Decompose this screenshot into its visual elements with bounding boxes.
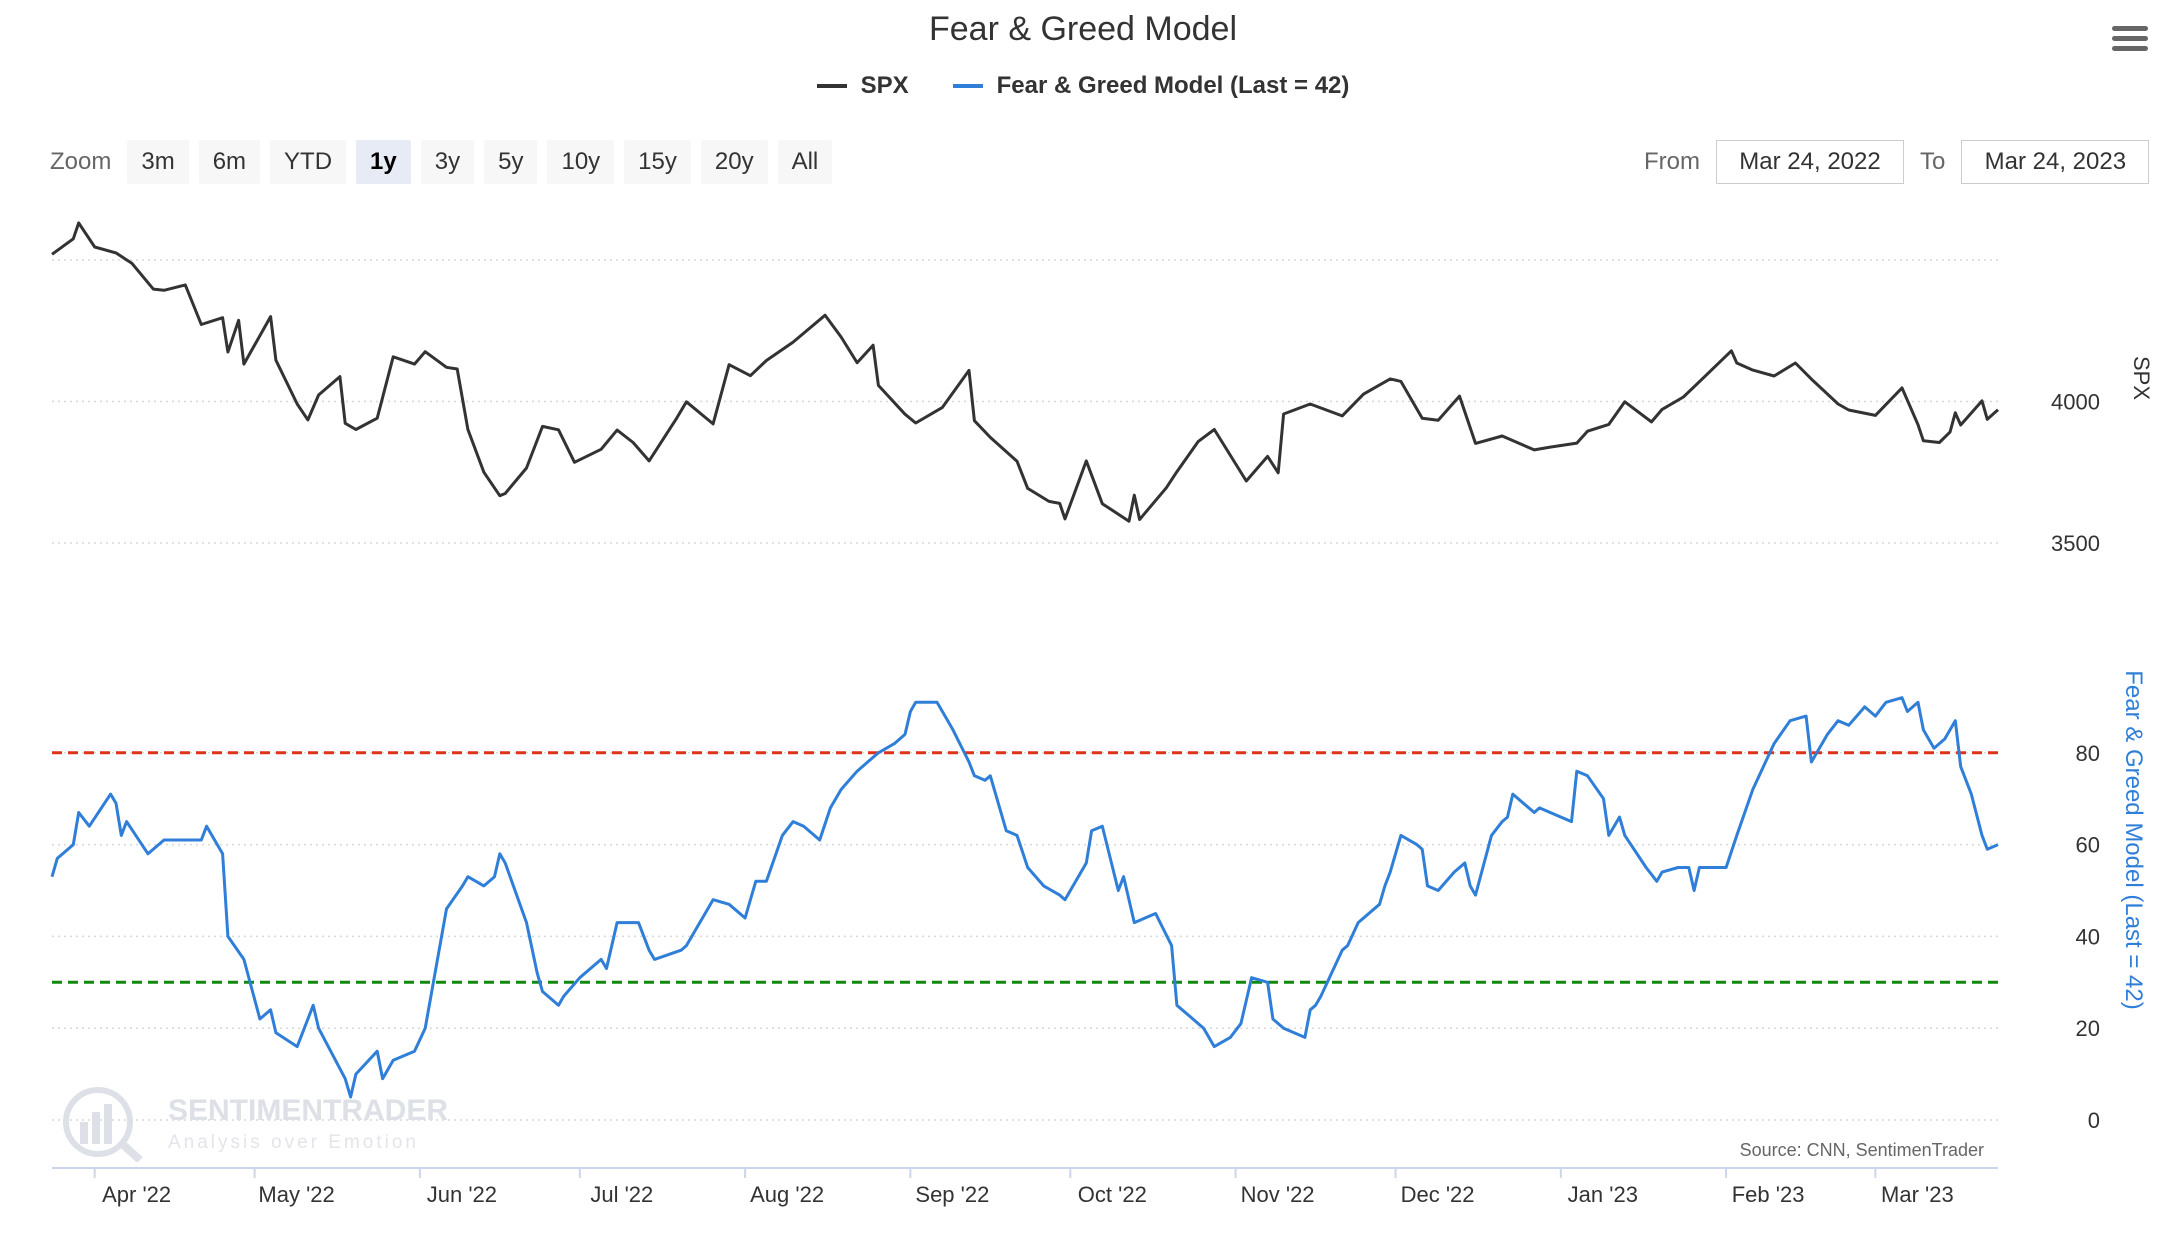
x-tick-label-7: Nov '22: [1241, 1182, 1315, 1207]
watermark-tagline: Analysis over Emotion: [168, 1132, 419, 1153]
zoom-button-3m[interactable]: 3m: [127, 140, 189, 184]
y-tick-label-1-4: 80: [2076, 741, 2100, 766]
series-line-spx[interactable]: [51, 221, 2000, 523]
axes: 3500 4000 0 20 40 60 80 Apr '22 May '22 Jun '22 Ju…: [52, 390, 2100, 1207]
zoom-label: Zoom: [50, 148, 112, 175]
legend-swatch-fear-greed: [952, 84, 983, 88]
x-tick-label-8: Dec '22: [1401, 1182, 1475, 1207]
chart-title: Fear & Greed Model: [928, 10, 1238, 48]
x-tick-label-10: Feb '23: [1732, 1182, 1805, 1207]
zoom-button-ytd[interactable]: YTD: [270, 140, 347, 184]
zoom-button-1y[interactable]: 1y: [356, 140, 411, 184]
x-tick-label-0: Apr '22: [102, 1182, 171, 1207]
series-layer: [50, 221, 2000, 1099]
zoom-button-6m[interactable]: 6m: [198, 140, 261, 184]
spx-axis-title: SPX: [2129, 356, 2154, 400]
y-tick-label-1-0: 0: [2088, 1108, 2100, 1133]
x-tick-label-11: Mar '23: [1881, 1182, 1954, 1207]
y-tick-label-1-1: 20: [2076, 1016, 2100, 1041]
hamburger-menu-icon[interactable]: [2112, 26, 2148, 56]
series-line-fear-greed[interactable]: [50, 696, 1999, 1099]
x-tick-label-9: Jan '23: [1568, 1182, 1638, 1207]
gridlines: [52, 259, 1998, 1121]
legend: SPX Fear & Greed Model (Last = 42): [0, 72, 2166, 100]
range-selector: From Mar 24, 2022 To Mar 24, 2023: [1644, 140, 2150, 184]
legend-label-fear-greed: Fear & Greed Model (Last = 42): [996, 72, 1350, 99]
from-label: From: [1644, 148, 1700, 175]
sentimentrader-watermark: SENTIMENTRADER Analysis over Emotion: [58, 1082, 458, 1163]
y-tick-label-0-0: 3500: [2051, 531, 2100, 556]
to-label: To: [1920, 148, 1946, 175]
watermark-logo-icon: SENTIMENTRADER Analysis over Emotion: [63, 1087, 448, 1163]
legend-label-spx: SPX: [860, 72, 909, 99]
legend-swatch-spx: [816, 84, 847, 88]
to-date-input[interactable]: Mar 24, 2023: [1961, 140, 2150, 184]
x-tick-label-6: Oct '22: [1078, 1182, 1147, 1207]
x-tick-label-1: May '22: [258, 1182, 334, 1207]
legend-item-spx[interactable]: SPX: [816, 72, 909, 100]
zoom-button-10y[interactable]: 10y: [547, 140, 615, 184]
fear-greed-axis-title: Fear & Greed Model (Last = 42): [2120, 670, 2147, 1010]
zoom-button-5y[interactable]: 5y: [484, 140, 538, 184]
x-tick-label-3: Jul '22: [590, 1182, 653, 1207]
x-tick-label-5: Sep '22: [915, 1182, 989, 1207]
from-date-input[interactable]: Mar 24, 2022: [1716, 140, 1904, 184]
zoom-button-all[interactable]: All: [777, 140, 833, 184]
source-credit: Source: CNN, SentimenTrader: [1740, 1140, 1984, 1160]
reference-lines: [52, 751, 1998, 984]
x-tick-label-4: Aug '22: [750, 1182, 824, 1207]
legend-item-fear-greed[interactable]: Fear & Greed Model (Last = 42): [952, 72, 1350, 100]
zoom-button-20y[interactable]: 20y: [700, 140, 768, 184]
zoom-button-15y[interactable]: 15y: [624, 140, 691, 184]
zoom-button-3y[interactable]: 3y: [420, 140, 475, 184]
zoom-bar: Zoom 3m 6m YTD 1y 3y 5y 10y 15y 20y All: [50, 140, 833, 184]
x-tick-label-2: Jun '22: [427, 1182, 497, 1207]
watermark-brand: SENTIMENTRADER: [168, 1094, 448, 1127]
y-tick-label-0-1: 4000: [2051, 390, 2100, 415]
y-tick-label-1-2: 40: [2076, 924, 2100, 949]
y-tick-label-1-3: 60: [2076, 833, 2100, 858]
